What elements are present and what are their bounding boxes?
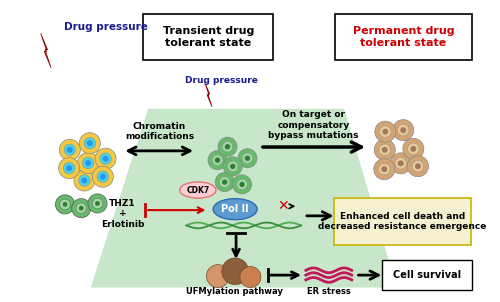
Circle shape: [230, 164, 235, 169]
Circle shape: [410, 146, 416, 152]
Circle shape: [78, 175, 90, 186]
Circle shape: [222, 258, 248, 285]
Circle shape: [415, 163, 421, 169]
Text: Enhanced cell death and
decreased resistance emergence: Enhanced cell death and decreased resist…: [318, 212, 486, 231]
Circle shape: [218, 137, 237, 156]
Circle shape: [64, 144, 76, 156]
Circle shape: [215, 157, 220, 163]
Circle shape: [238, 149, 257, 168]
Circle shape: [408, 156, 428, 177]
Circle shape: [56, 195, 74, 214]
FancyBboxPatch shape: [144, 14, 274, 60]
Circle shape: [222, 179, 228, 185]
Circle shape: [223, 157, 242, 176]
Circle shape: [95, 148, 116, 169]
Circle shape: [398, 124, 409, 136]
Text: Cell survival: Cell survival: [393, 270, 462, 280]
Circle shape: [382, 147, 388, 153]
Circle shape: [84, 137, 96, 149]
Circle shape: [412, 160, 424, 172]
Circle shape: [378, 163, 390, 175]
Text: Drug pressure: Drug pressure: [64, 22, 148, 32]
Circle shape: [60, 139, 80, 160]
Text: Transient drug
tolerant state: Transient drug tolerant state: [162, 26, 254, 48]
Circle shape: [100, 153, 112, 165]
FancyBboxPatch shape: [334, 198, 471, 246]
Circle shape: [85, 160, 91, 166]
Text: Chromatin
modifications: Chromatin modifications: [125, 122, 194, 141]
FancyBboxPatch shape: [334, 14, 472, 60]
Circle shape: [208, 151, 227, 170]
Text: Permanent drug
tolerant state: Permanent drug tolerant state: [352, 26, 454, 48]
Circle shape: [382, 129, 388, 135]
Circle shape: [72, 199, 91, 218]
Ellipse shape: [180, 182, 216, 198]
Circle shape: [60, 199, 70, 210]
Circle shape: [392, 120, 413, 141]
Circle shape: [212, 155, 223, 165]
Circle shape: [232, 175, 252, 194]
Circle shape: [240, 266, 261, 288]
Circle shape: [92, 166, 114, 187]
Circle shape: [390, 153, 411, 174]
Text: Drug pressure: Drug pressure: [186, 76, 258, 85]
Circle shape: [225, 144, 230, 149]
Circle shape: [395, 158, 406, 169]
Text: CDK7: CDK7: [186, 185, 210, 194]
Circle shape: [67, 147, 73, 153]
Circle shape: [206, 265, 230, 288]
Circle shape: [78, 153, 98, 174]
Circle shape: [74, 170, 95, 191]
Circle shape: [245, 156, 250, 161]
Circle shape: [95, 201, 100, 206]
Circle shape: [237, 179, 248, 190]
Circle shape: [215, 172, 234, 192]
Circle shape: [220, 177, 230, 187]
Text: On target or
compensatory
bypass mutations: On target or compensatory bypass mutatio…: [268, 110, 358, 140]
Circle shape: [408, 143, 419, 155]
Circle shape: [82, 178, 87, 184]
Circle shape: [82, 157, 94, 169]
Circle shape: [79, 206, 84, 210]
Circle shape: [228, 161, 238, 172]
Circle shape: [403, 138, 424, 159]
Circle shape: [88, 194, 107, 213]
Text: UFMylation pathway: UFMylation pathway: [186, 287, 282, 296]
Circle shape: [375, 121, 396, 142]
Circle shape: [92, 198, 102, 209]
Circle shape: [58, 158, 80, 179]
Text: ✕: ✕: [277, 199, 288, 213]
Circle shape: [374, 159, 395, 180]
Text: ER stress: ER stress: [307, 287, 350, 296]
Text: THZ1
+
Erlotinib: THZ1 + Erlotinib: [100, 199, 144, 229]
Circle shape: [398, 160, 404, 166]
Circle shape: [102, 156, 108, 162]
Circle shape: [382, 166, 387, 172]
Polygon shape: [204, 82, 212, 107]
Circle shape: [242, 153, 252, 163]
Polygon shape: [40, 33, 51, 68]
Circle shape: [100, 174, 106, 180]
Circle shape: [400, 127, 406, 133]
Circle shape: [64, 162, 75, 174]
FancyBboxPatch shape: [382, 260, 472, 291]
Circle shape: [76, 203, 86, 214]
Circle shape: [62, 202, 68, 207]
Circle shape: [80, 133, 100, 154]
Circle shape: [379, 144, 390, 156]
Circle shape: [222, 141, 233, 152]
Polygon shape: [91, 109, 396, 288]
Circle shape: [97, 171, 108, 182]
Circle shape: [87, 140, 93, 146]
Circle shape: [374, 139, 396, 160]
Circle shape: [240, 182, 244, 187]
Circle shape: [66, 165, 72, 171]
Ellipse shape: [213, 199, 257, 220]
Text: Pol II: Pol II: [222, 204, 249, 214]
Circle shape: [380, 126, 391, 137]
